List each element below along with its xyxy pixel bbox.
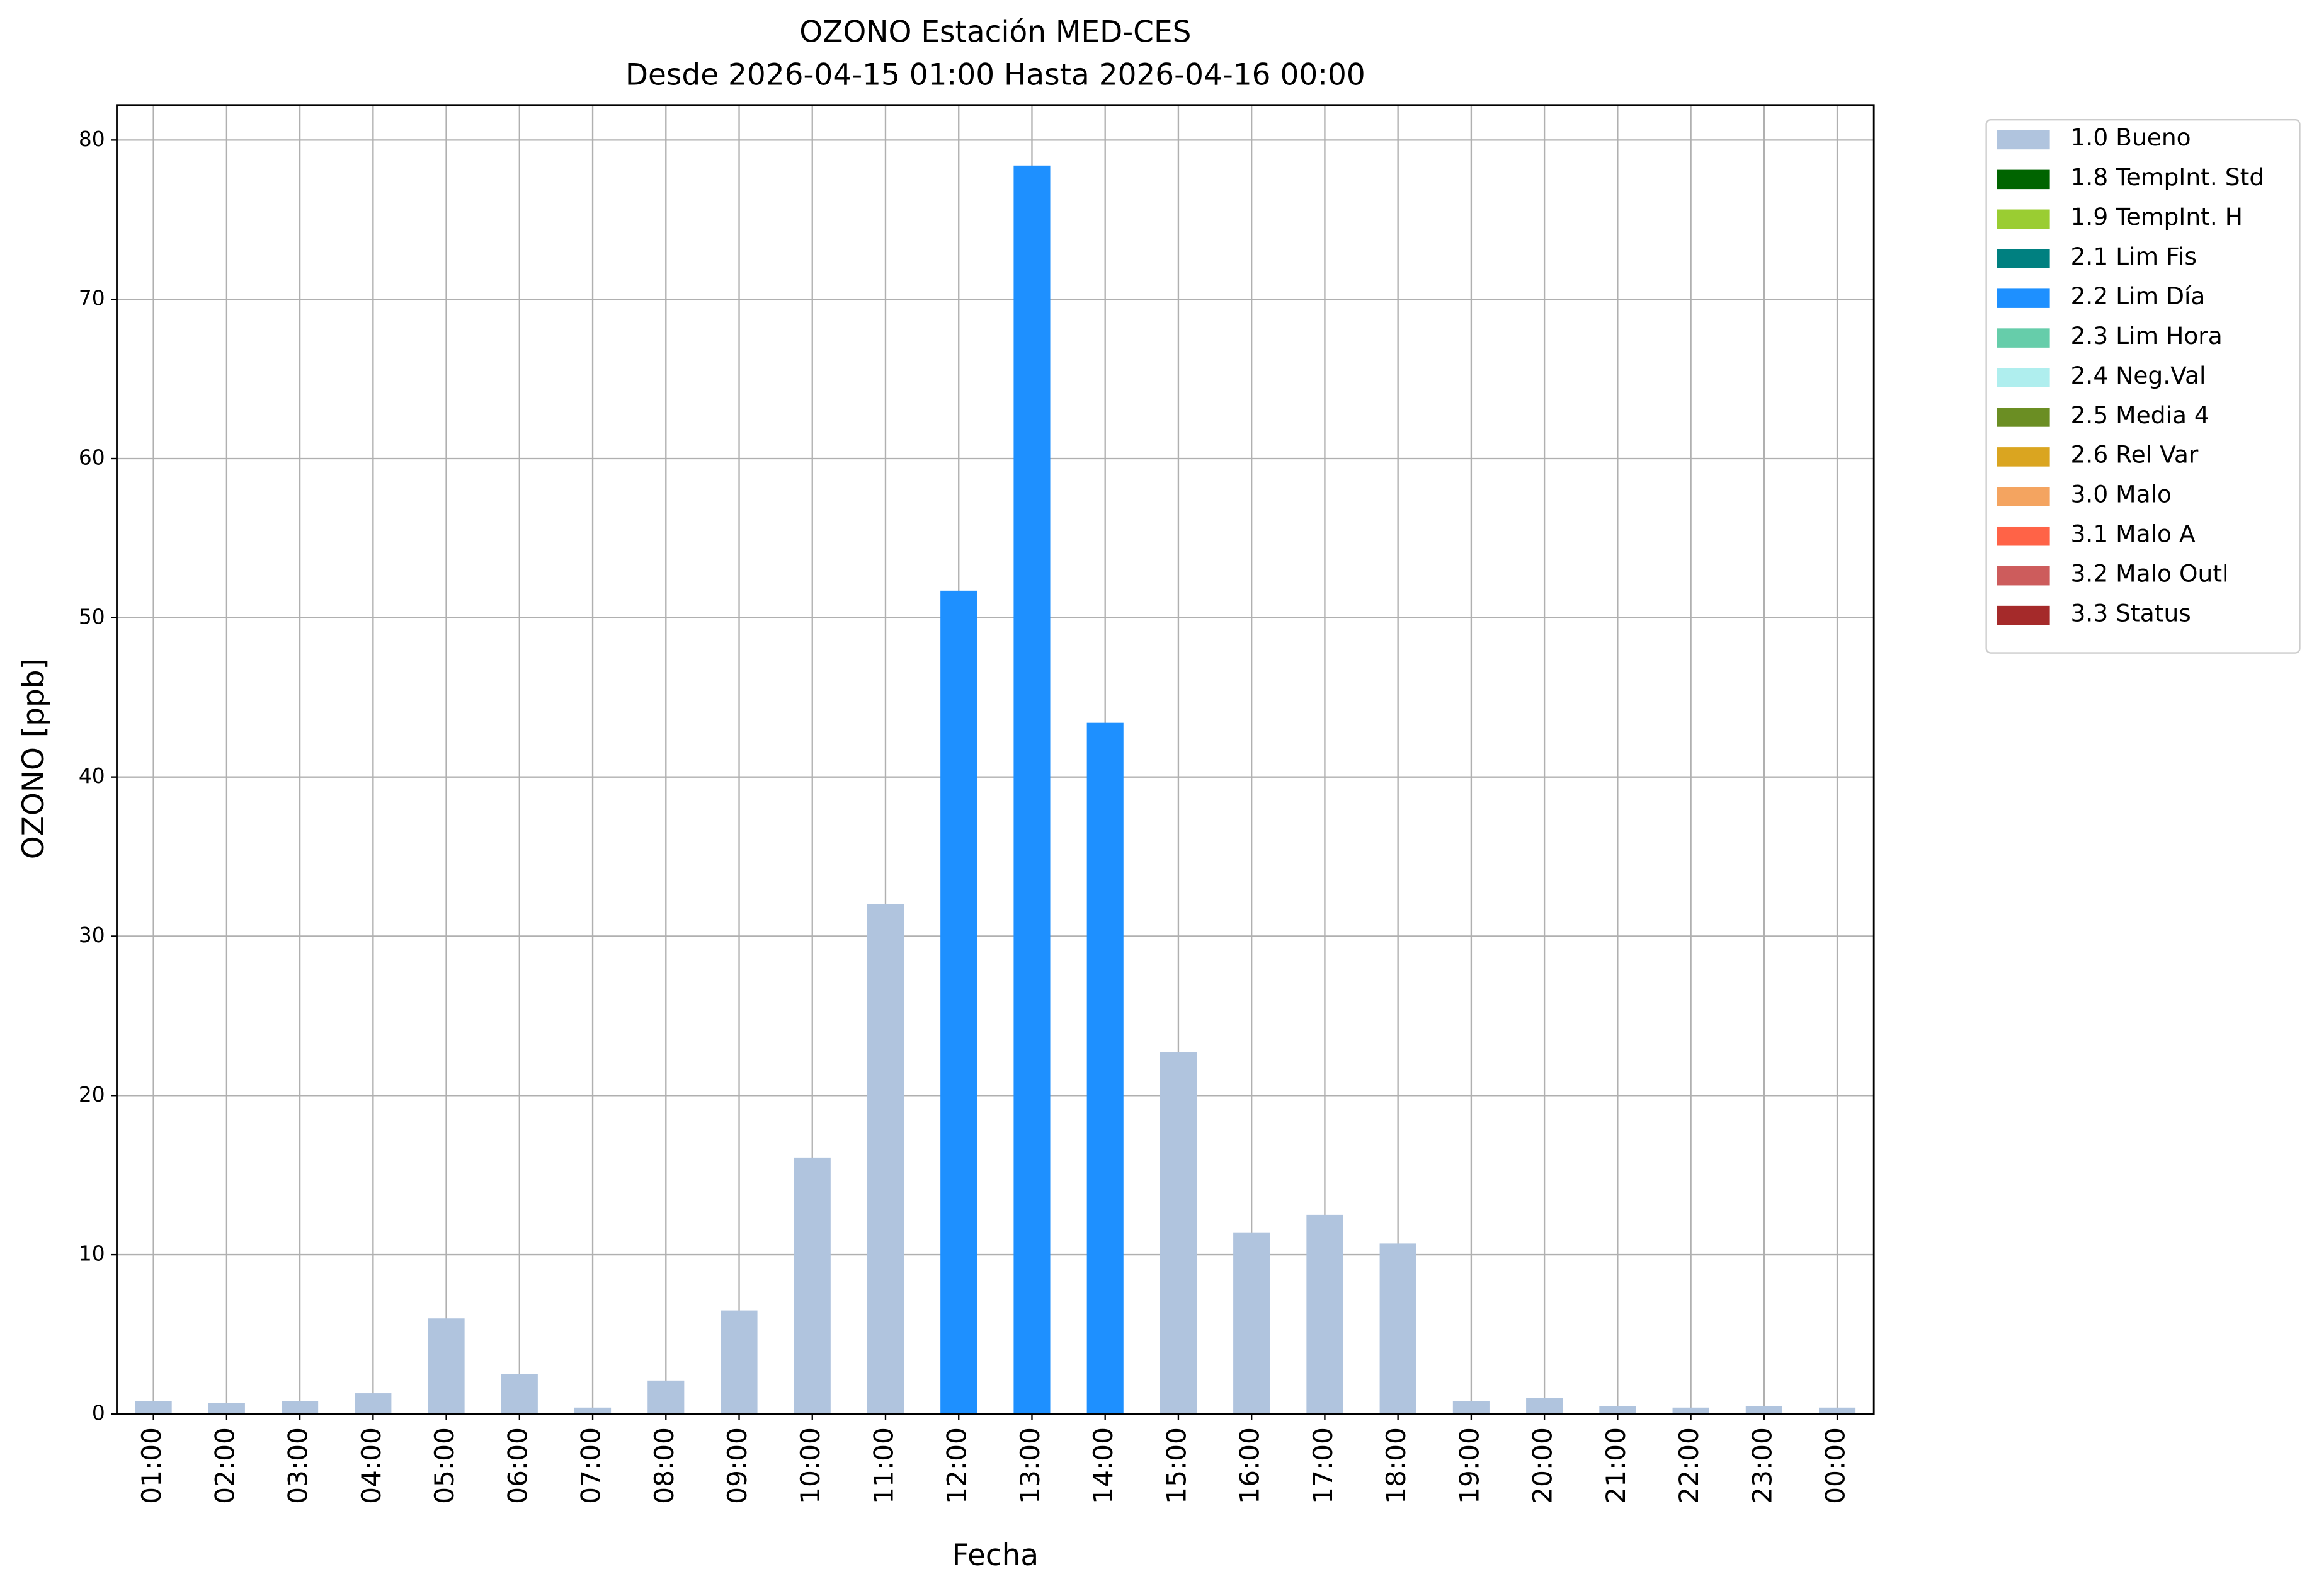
x-tick-label: 19:00: [1454, 1427, 1484, 1504]
x-tick-label: 21:00: [1600, 1427, 1631, 1504]
bar: [1379, 1243, 1416, 1414]
y-tick-label: 20: [79, 1082, 105, 1107]
legend-swatch: [1997, 447, 2050, 467]
bar: [1233, 1232, 1270, 1414]
bar: [1745, 1406, 1782, 1414]
x-tick-label: 18:00: [1381, 1427, 1411, 1504]
x-tick-label: 01:00: [136, 1427, 167, 1504]
legend-swatch: [1997, 408, 2050, 427]
bar: [428, 1318, 465, 1414]
x-tick-label: 13:00: [1015, 1427, 1046, 1504]
legend-label: 3.3 Status: [2071, 599, 2191, 627]
legend-swatch: [1997, 487, 2050, 506]
x-tick-label: 10:00: [795, 1427, 826, 1504]
y-tick-label: 50: [79, 604, 105, 629]
x-tick-label: 06:00: [502, 1427, 533, 1504]
x-tick-label: 11:00: [868, 1427, 899, 1504]
legend-label: 1.0 Bueno: [2071, 123, 2191, 151]
legend-label: 2.2 Lim Día: [2071, 282, 2206, 310]
legend-swatch: [1997, 169, 2050, 190]
legend-label: 2.6 Rel Var: [2071, 441, 2199, 469]
bar: [574, 1407, 612, 1414]
bar: [501, 1374, 538, 1414]
x-tick-label: 09:00: [722, 1427, 753, 1504]
legend-label: 3.2 Malo Outl: [2071, 560, 2229, 588]
x-tick-label: 17:00: [1308, 1427, 1338, 1504]
legend-label: 1.9 TempInt. H: [2071, 203, 2243, 231]
legend-label: 2.4 Neg.Val: [2071, 362, 2206, 389]
legend-swatch: [1997, 605, 2050, 625]
plot-frame: [116, 104, 1875, 1415]
bar: [1160, 1052, 1197, 1414]
x-tick-label: 00:00: [1820, 1427, 1851, 1504]
legend-box: [1985, 119, 2301, 654]
legend-label: 3.0 Malo: [2071, 481, 2172, 508]
legend-swatch: [1997, 368, 2050, 387]
chart-subtitle: Desde 2026-04-15 01:00 Hasta 2026-04-16 …: [625, 58, 1365, 93]
chart-title: OZONO Estación MED-CES: [799, 15, 1191, 50]
bar: [1452, 1401, 1490, 1414]
legend-swatch: [1997, 249, 2050, 268]
bar: [1672, 1407, 1709, 1414]
legend-label: 2.1 Lim Fis: [2071, 242, 2197, 270]
legend-swatch: [1997, 526, 2050, 546]
y-tick-label: 70: [79, 286, 105, 311]
legend-swatch: [1997, 566, 2050, 586]
y-tick-label: 80: [79, 127, 105, 151]
y-tick-label: 0: [92, 1400, 105, 1425]
legend-label: 3.1 Malo A: [2071, 520, 2196, 548]
x-tick-label: 12:00: [942, 1427, 972, 1504]
legend-swatch: [1997, 328, 2050, 348]
bar: [208, 1403, 245, 1414]
x-tick-label: 14:00: [1088, 1427, 1119, 1504]
legend-label: 1.8 TempInt. Std: [2071, 163, 2265, 191]
bar: [940, 590, 977, 1414]
y-axis-label: OZONO [ppb]: [16, 658, 51, 859]
bar: [135, 1401, 172, 1414]
x-tick-label: 04:00: [356, 1427, 387, 1504]
x-tick-label: 02:00: [209, 1427, 240, 1504]
x-tick-label: 20:00: [1527, 1427, 1558, 1504]
legend-label: 2.3 Lim Hora: [2071, 322, 2223, 350]
bar: [794, 1157, 831, 1414]
bar: [1086, 722, 1124, 1414]
bar: [867, 904, 904, 1414]
bar: [1526, 1398, 1563, 1414]
x-tick-label: 22:00: [1673, 1427, 1704, 1504]
x-tick-label: 03:00: [283, 1427, 314, 1504]
bar: [1599, 1406, 1636, 1414]
y-tick-label: 10: [79, 1241, 105, 1266]
bar: [282, 1401, 319, 1414]
y-tick-label: 60: [79, 445, 105, 470]
y-tick-label: 30: [79, 923, 105, 947]
bar: [721, 1310, 758, 1414]
legend-swatch: [1997, 209, 2050, 229]
x-axis-label: Fecha: [952, 1538, 1039, 1573]
x-tick-label: 07:00: [576, 1427, 607, 1504]
y-tick-label: 40: [79, 763, 105, 788]
bar: [1819, 1407, 1856, 1414]
legend-swatch: [1997, 130, 2050, 150]
x-tick-label: 08:00: [649, 1427, 680, 1504]
bar: [647, 1380, 685, 1414]
x-tick-label: 15:00: [1161, 1427, 1192, 1504]
bar: [355, 1393, 392, 1414]
legend-label: 2.5 Media 4: [2071, 401, 2209, 429]
legend-swatch: [1997, 288, 2050, 308]
legend: 1.0 Bueno 1.8 TempInt. Std 1.9 TempInt. H 2…: [1985, 119, 2301, 654]
x-tick-label: 23:00: [1746, 1427, 1777, 1504]
bar: [1013, 165, 1051, 1414]
x-tick-label: 05:00: [429, 1427, 460, 1504]
bar: [1306, 1214, 1343, 1414]
x-tick-label: 16:00: [1234, 1427, 1265, 1504]
